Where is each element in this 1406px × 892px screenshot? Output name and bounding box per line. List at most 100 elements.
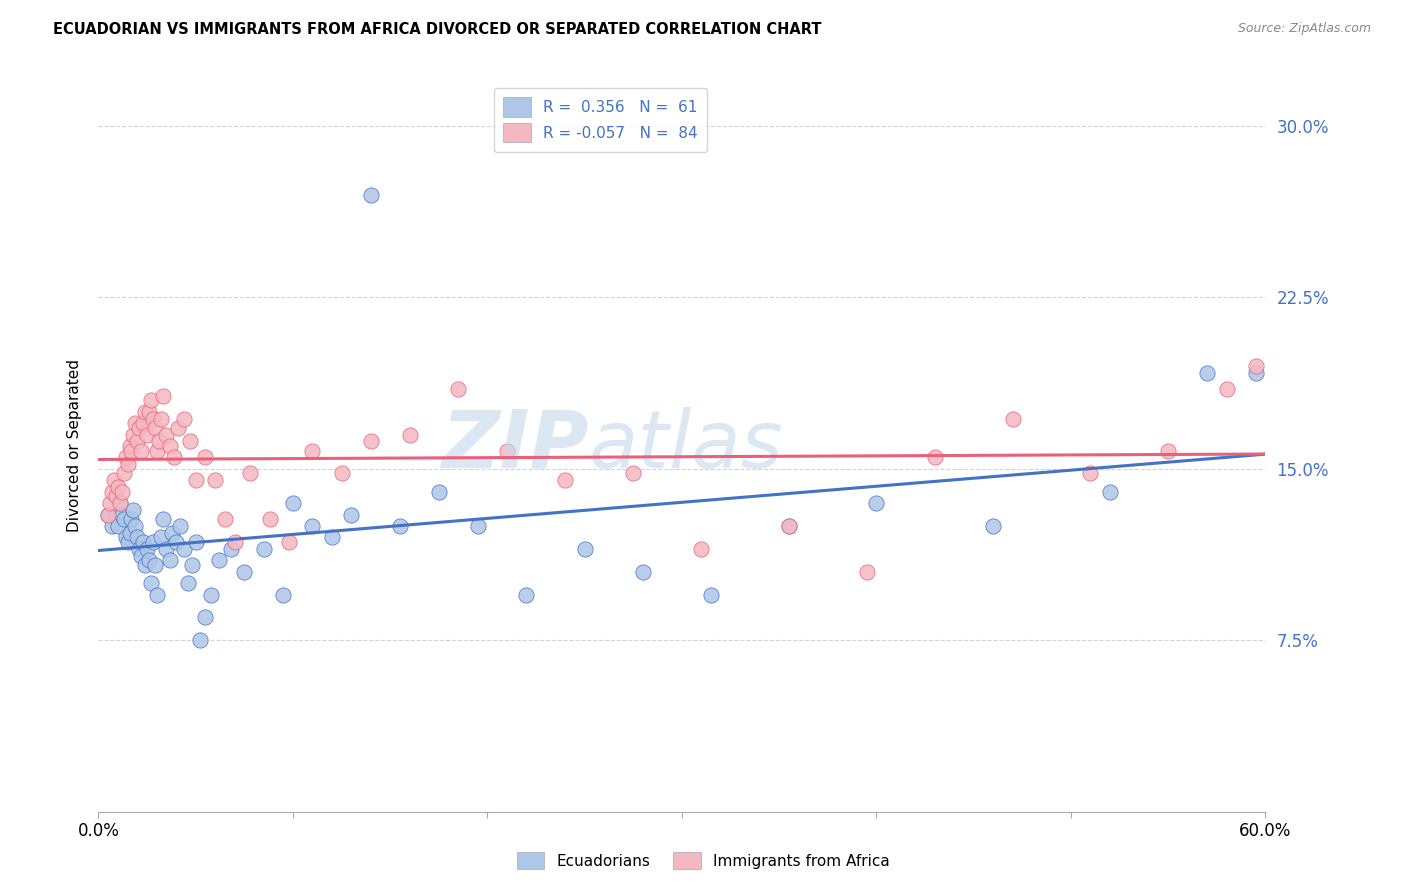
Text: ZIP: ZIP (441, 407, 589, 485)
Point (173, 411, 195, 425)
Point (865, 496, 887, 510)
Point (496, 443, 519, 458)
Point (127, 434, 149, 449)
Point (981, 519, 1004, 533)
Point (330, 467, 353, 481)
Point (574, 541, 596, 556)
Point (554, 473, 576, 487)
Point (398, 427, 420, 442)
Point (1215, 382, 1237, 396)
Point (1157, 443, 1180, 458)
Point (138, 553, 160, 567)
Point (98, 496, 121, 510)
Point (108, 496, 131, 510)
Point (136, 541, 159, 556)
Point (165, 535, 187, 549)
Point (631, 565, 654, 579)
Point (138, 405, 160, 419)
Point (152, 389, 174, 403)
Point (177, 576, 200, 591)
Point (271, 588, 294, 602)
Point (173, 541, 195, 556)
Point (134, 405, 156, 419)
Text: Source: ZipAtlas.com: Source: ZipAtlas.com (1237, 22, 1371, 36)
Point (515, 588, 537, 602)
Point (104, 508, 127, 522)
Point (134, 558, 156, 572)
Point (108, 496, 131, 510)
Point (180, 558, 202, 572)
Point (136, 427, 159, 442)
Point (122, 503, 145, 517)
Point (224, 535, 246, 549)
Point (107, 480, 129, 494)
Point (208, 553, 231, 567)
Point (204, 473, 226, 487)
Point (129, 443, 152, 458)
Point (778, 519, 800, 533)
Point (111, 484, 134, 499)
Point (114, 530, 136, 544)
Point (278, 535, 301, 549)
Point (127, 530, 149, 544)
Point (159, 553, 181, 567)
Text: ECUADORIAN VS IMMIGRANTS FROM AFRICA DIVORCED OR SEPARATED CORRELATION CHART: ECUADORIAN VS IMMIGRANTS FROM AFRICA DIV… (53, 22, 823, 37)
Point (155, 541, 177, 556)
Point (388, 519, 411, 533)
Point (259, 512, 281, 526)
Legend: Ecuadorians, Immigrants from Africa: Ecuadorians, Immigrants from Africa (510, 846, 896, 875)
Point (184, 473, 207, 487)
Point (340, 508, 363, 522)
Point (162, 525, 184, 540)
Point (114, 450, 136, 465)
Point (118, 439, 141, 453)
Point (128, 421, 150, 435)
Point (155, 427, 177, 442)
Point (128, 541, 150, 556)
Point (111, 508, 134, 522)
Point (101, 519, 124, 533)
Point (1244, 359, 1267, 373)
Point (188, 633, 211, 648)
Point (117, 458, 139, 472)
Point (447, 382, 470, 396)
Point (924, 450, 946, 465)
Point (112, 467, 135, 481)
Point (321, 530, 343, 544)
Point (778, 519, 800, 533)
Point (169, 519, 191, 533)
Point (621, 467, 644, 481)
Point (152, 512, 174, 526)
Point (159, 439, 181, 453)
Point (101, 484, 124, 499)
Point (427, 484, 450, 499)
Point (104, 489, 127, 503)
Point (97, 508, 120, 522)
Point (179, 434, 201, 449)
Point (194, 610, 217, 624)
Point (700, 588, 723, 602)
Point (143, 421, 166, 435)
Point (1244, 366, 1267, 380)
Point (1080, 467, 1102, 481)
Point (184, 535, 207, 549)
Point (163, 450, 186, 465)
Point (97, 508, 120, 522)
Point (112, 512, 135, 526)
Point (855, 565, 877, 579)
Point (239, 467, 262, 481)
Point (167, 421, 190, 435)
Point (253, 541, 276, 556)
Point (233, 565, 256, 579)
Point (148, 434, 170, 449)
Point (117, 535, 139, 549)
Point (124, 519, 146, 533)
Point (142, 535, 165, 549)
Point (467, 519, 489, 533)
Point (690, 541, 713, 556)
Point (132, 416, 155, 430)
Point (214, 512, 236, 526)
Point (103, 473, 125, 487)
Point (301, 443, 323, 458)
Point (122, 427, 145, 442)
